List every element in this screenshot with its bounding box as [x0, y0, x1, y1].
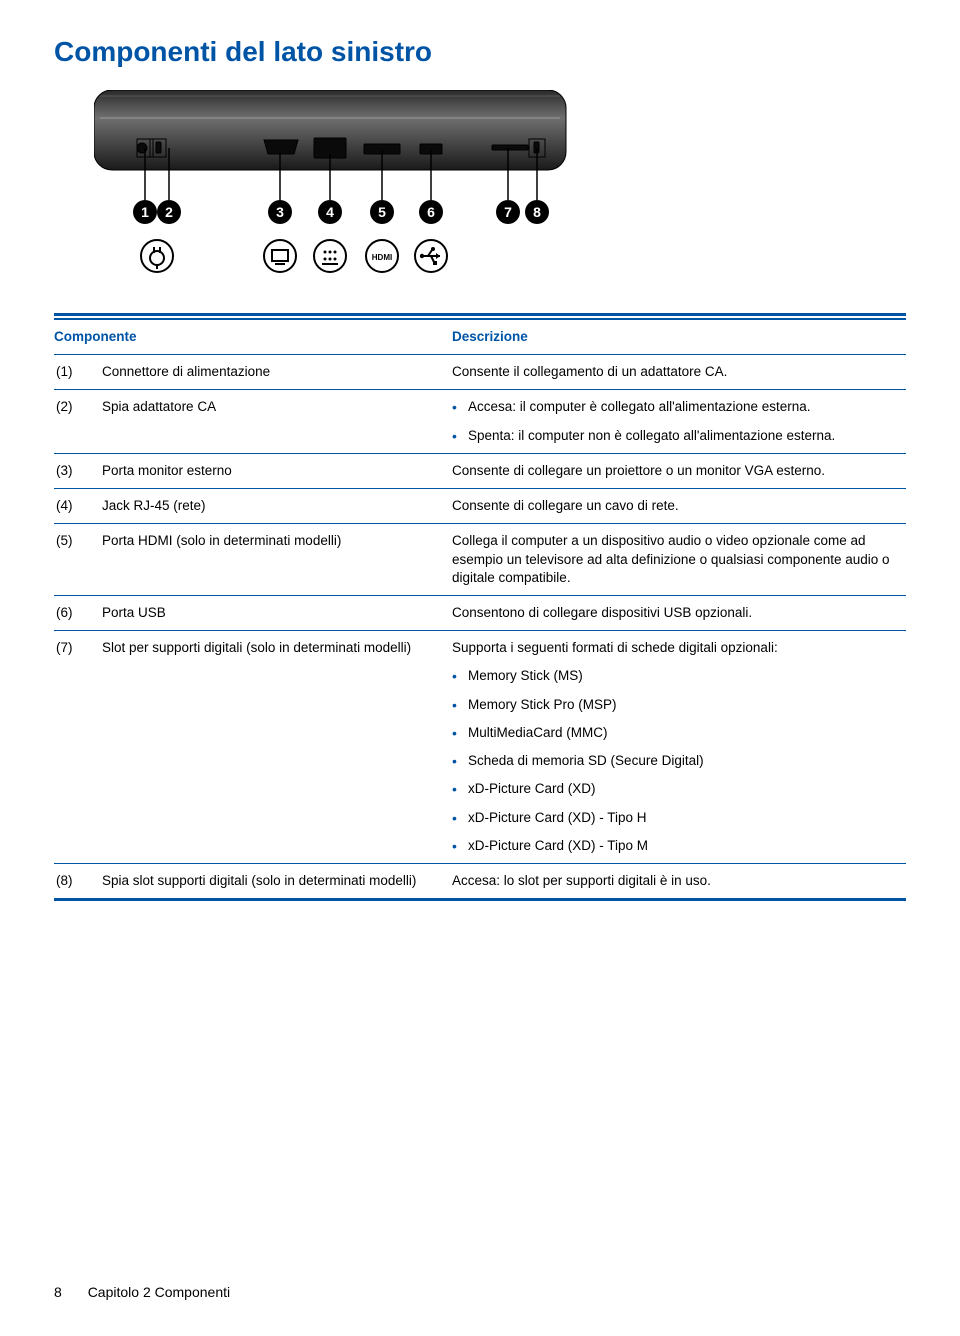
table-bottom-rule: [54, 898, 906, 901]
list-item: xD-Picture Card (XD): [452, 780, 900, 798]
table-header-row: Componente Descrizione: [54, 319, 906, 355]
list-item: Spenta: il computer non è collegato all'…: [452, 427, 900, 445]
table-row: (4)Jack RJ-45 (rete)Consente di collegar…: [54, 489, 906, 524]
list-item: Scheda di memoria SD (Secure Digital): [452, 752, 900, 770]
row-description: Accesa: lo slot per supporti digitali è …: [452, 863, 906, 898]
table-top-rule: [54, 313, 906, 316]
section-title: Componenti del lato sinistro: [54, 36, 906, 68]
list-item: Memory Stick (MS): [452, 667, 900, 685]
table-row: (7)Slot per supporti digitali (solo in d…: [54, 631, 906, 864]
list-item: xD-Picture Card (XD) - Tipo H: [452, 809, 900, 827]
row-description: Accesa: il computer è collegato all'alim…: [452, 390, 906, 453]
components-table-wrap: Componente Descrizione (1)Connettore di …: [54, 313, 906, 901]
table-row: (3)Porta monitor esternoConsente di coll…: [54, 453, 906, 488]
svg-text:8: 8: [533, 204, 541, 220]
row-number: (7): [54, 631, 102, 864]
row-component-name: Porta USB: [102, 595, 452, 630]
svg-text:5: 5: [378, 204, 386, 220]
row-component-name: Porta HDMI (solo in determinati modelli): [102, 524, 452, 596]
list-item: Memory Stick Pro (MSP): [452, 696, 900, 714]
svg-text:6: 6: [427, 204, 435, 220]
row-component-name: Connettore di alimentazione: [102, 355, 452, 390]
row-number: (6): [54, 595, 102, 630]
svg-text:HDMI: HDMI: [372, 253, 392, 262]
svg-text:2: 2: [165, 204, 173, 220]
row-component-name: Porta monitor esterno: [102, 453, 452, 488]
components-table: Componente Descrizione (1)Connettore di …: [54, 318, 906, 898]
list-item: Accesa: il computer è collegato all'alim…: [452, 398, 900, 416]
table-row: (1)Connettore di alimentazioneConsente i…: [54, 355, 906, 390]
row-number: (5): [54, 524, 102, 596]
row-number: (2): [54, 390, 102, 453]
row-description: Collega il computer a un dispositivo aud…: [452, 524, 906, 596]
svg-text:7: 7: [504, 204, 512, 220]
list-item: MultiMediaCard (MMC): [452, 724, 900, 742]
row-description: Consente di collegare un cavo di rete.: [452, 489, 906, 524]
svg-text:3: 3: [276, 204, 284, 220]
chapter-label: Capitolo 2 Componenti: [88, 1284, 230, 1300]
page-footer: 8 Capitolo 2 Componenti: [54, 1284, 230, 1300]
col-description: Descrizione: [452, 319, 906, 355]
row-component-name: Spia slot supporti digitali (solo in det…: [102, 863, 452, 898]
svg-text:4: 4: [326, 204, 334, 220]
row-number: (3): [54, 453, 102, 488]
row-description: Consentono di collegare dispositivi USB …: [452, 595, 906, 630]
col-component: Componente: [54, 319, 452, 355]
row-description: Supporta i seguenti formati di schede di…: [452, 631, 906, 864]
row-component-name: Jack RJ-45 (rete): [102, 489, 452, 524]
left-side-illustration: 12 3 4 5 6 7 8 HDMI: [94, 90, 906, 285]
row-component-name: Spia adattatore CA: [102, 390, 452, 453]
list-item: xD-Picture Card (XD) - Tipo M: [452, 837, 900, 855]
table-row: (2)Spia adattatore CAAccesa: il computer…: [54, 390, 906, 453]
svg-text:1: 1: [141, 204, 149, 220]
table-row: (8)Spia slot supporti digitali (solo in …: [54, 863, 906, 898]
row-component-name: Slot per supporti digitali (solo in dete…: [102, 631, 452, 864]
row-number: (8): [54, 863, 102, 898]
row-description: Consente il collegamento di un adattator…: [452, 355, 906, 390]
page-number: 8: [54, 1284, 62, 1300]
row-number: (1): [54, 355, 102, 390]
row-description: Consente di collegare un proiettore o un…: [452, 453, 906, 488]
row-number: (4): [54, 489, 102, 524]
table-row: (5)Porta HDMI (solo in determinati model…: [54, 524, 906, 596]
table-row: (6)Porta USBConsentono di collegare disp…: [54, 595, 906, 630]
